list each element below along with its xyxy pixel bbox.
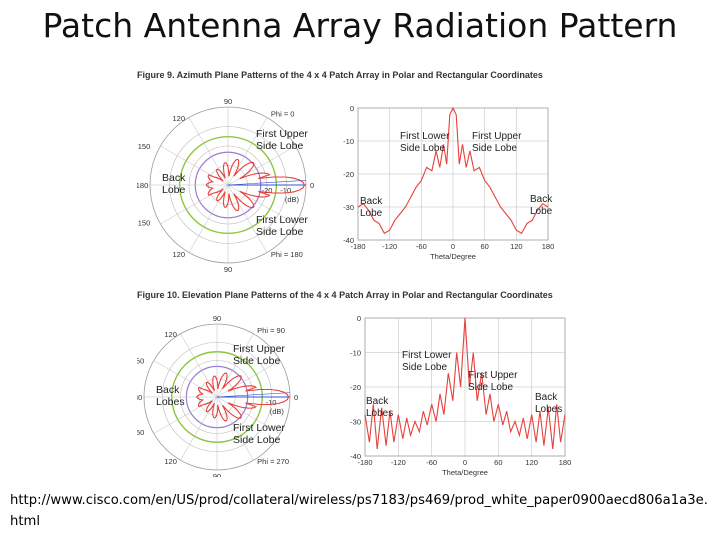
rect-x-tick: 0 [451, 242, 455, 251]
rect-y-tick: -20 [343, 170, 354, 179]
polar-spoke [227, 184, 268, 253]
rect-x-tick: -60 [416, 242, 427, 251]
figure-10-caption: Figure 10. Elevation Plane Patterns of t… [137, 290, 553, 300]
polar-angle-tick: 90 [213, 472, 221, 477]
rect-x-tick: 0 [463, 458, 467, 467]
polar-phi-label: Phi = 180 [271, 250, 303, 259]
figure-9-rect-plot: -180 -120 -60 0 60 120 180 0 -10 -20 -30 -40 Theta/D… [343, 104, 555, 261]
polar-angle-tick: 180 [137, 181, 148, 190]
polar-annotation-upper-lobe: First Upper Side Lobe [256, 128, 308, 152]
polar-radial-tick: 0 [310, 181, 314, 190]
polar-angle-tick: 120 [173, 250, 186, 259]
rect-pattern-curve [357, 106, 549, 235]
rect-y-tick: 0 [357, 314, 361, 323]
rect-x-tick: -180 [357, 458, 372, 467]
polar-radial-tick: -20 [262, 186, 273, 195]
rect-annotation-back-lobe-left: Back Lobes [366, 396, 393, 419]
rect-y-tick: -40 [343, 236, 354, 245]
polar-spoke [160, 145, 229, 186]
polar-angle-tick: 150 [137, 356, 144, 365]
polar-phi-label: Phi = 90 [257, 326, 285, 335]
polar-annotation-lower-lobe: First Lower Side Lobe [233, 422, 285, 446]
rect-x-tick: 120 [510, 242, 523, 251]
polar-annotation-back-lobe: Back Lobe [162, 172, 186, 196]
polar-angle-tick: 120 [164, 330, 177, 339]
rect-annotation-back-lobe-right: Back Lobe [530, 194, 553, 217]
rect-y-tick: -30 [343, 203, 354, 212]
polar-angle-tick: 120 [164, 457, 177, 466]
polar-spoke [153, 360, 218, 398]
rect-y-tick: -10 [343, 137, 354, 146]
polar-annotation-lower-lobe: First Lower Side Lobe [256, 214, 308, 238]
polar-spoke [227, 184, 296, 225]
figure-9-polar-plot: 90 120 150 180 150 120 90 0 -10 -20 (dB) Phi = 0 Phi… [137, 97, 314, 274]
polar-radial-tick: (dB) [285, 195, 300, 204]
rect-annotation-back-lobe-right: Back Lobes [535, 392, 562, 415]
rect-annotation-upper-lobe: First Upper Side Lobe [472, 131, 522, 154]
polar-radial-tick: 0 [294, 393, 298, 402]
polar-annotation-upper-lobe: First Upper Side Lobe [233, 343, 285, 367]
polar-phi-label: Phi = 270 [257, 457, 289, 466]
polar-spoke [180, 333, 218, 398]
polar-radial-tick: -10 [280, 186, 291, 195]
polar-spoke [160, 184, 229, 225]
rect-y-tick: -30 [350, 418, 361, 427]
rect-annotation-lower-lobe: First Lower Side Lobe [400, 131, 450, 154]
rect-x-tick: -60 [426, 458, 437, 467]
slide-title: Patch Antenna Array Radiation Pattern [42, 6, 678, 45]
polar-angle-tick: 90 [224, 97, 232, 106]
rect-annotation-back-lobe-left: Back Lobe [360, 196, 383, 219]
polar-spoke [227, 117, 268, 186]
polar-spoke [216, 360, 281, 398]
polar-pattern-curve [196, 372, 290, 422]
rect-x-tick: -180 [350, 242, 365, 251]
rect-x-tick: 60 [494, 458, 502, 467]
rect-x-tick: 180 [559, 458, 572, 467]
rect-pattern-curve [364, 317, 566, 450]
rect-x-tick: 60 [480, 242, 488, 251]
rect-annotation-upper-lobe: First Upper Side Lobe [468, 370, 518, 393]
rect-x-label: Theta/Degree [442, 468, 488, 477]
polar-spoke [188, 184, 229, 253]
figure-9-caption: Figure 9. Azimuth Plane Patterns of the … [137, 70, 543, 80]
figure-10-rect-plot: -180 -120 -60 0 60 120 180 0 -10 -20 -30 -40 Theta/D… [350, 314, 572, 477]
polar-spoke [216, 396, 281, 434]
polar-spoke [180, 396, 218, 461]
polar-radial-tick: -10 [266, 398, 277, 407]
polar-angle-tick: 150 [137, 428, 144, 437]
rect-x-label: Theta/Degree [430, 252, 476, 261]
polar-spoke [188, 117, 229, 186]
polar-angle-tick: 90 [224, 265, 232, 274]
polar-phi-label: Phi = 0 [271, 109, 295, 118]
polar-beam-line [227, 180, 306, 186]
polar-angle-tick: 180 [137, 393, 142, 402]
polar-angle-tick: 150 [138, 142, 151, 151]
rect-x-tick: -120 [391, 458, 406, 467]
rect-x-tick: -120 [382, 242, 397, 251]
polar-angle-tick: 120 [173, 114, 186, 123]
rect-x-tick: 120 [525, 458, 538, 467]
source-url: http://www.cisco.com/en/US/prod/collater… [10, 493, 708, 529]
polar-angle-tick: 150 [138, 219, 151, 228]
rect-annotation-lower-lobe: First Lower Side Lobe [402, 350, 452, 373]
rect-y-tick: -40 [350, 452, 361, 461]
rect-y-tick: -20 [350, 383, 361, 392]
polar-angle-tick: 90 [213, 314, 221, 323]
rect-x-tick: 180 [542, 242, 555, 251]
polar-radial-tick: (dB) [270, 407, 285, 416]
polar-pattern-curve [205, 158, 306, 212]
polar-annotation-back-lobe: Back Lobes [156, 384, 185, 408]
polar-beam-line [216, 392, 290, 398]
figure-10-polar-plot: 90 120 150 180 150 120 90 0 -10(dB) Phi = 90 Phi =… [137, 314, 298, 477]
polar-spoke [153, 396, 218, 434]
polar-spoke [227, 145, 296, 186]
rect-y-tick: 0 [350, 104, 354, 113]
rect-y-tick: -10 [350, 349, 361, 358]
